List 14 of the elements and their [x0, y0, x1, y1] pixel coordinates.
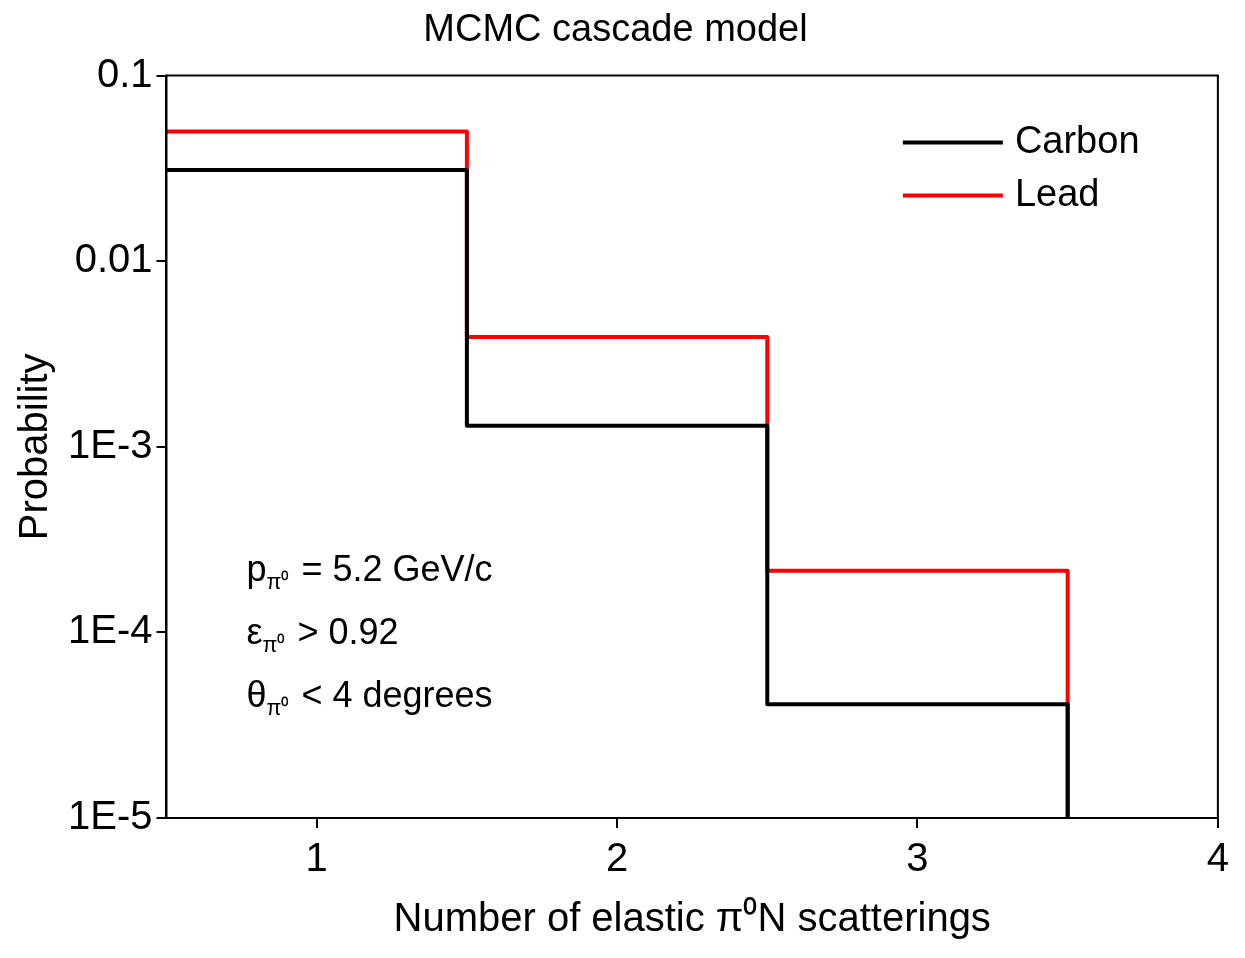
x-tick-label: 4 [1206, 835, 1229, 880]
chart-title: MCMC cascade model [423, 7, 808, 50]
legend-label: Lead [1014, 172, 1100, 215]
y-tick-label: 1E-3 [67, 421, 153, 466]
x-tick-label: 2 [605, 835, 629, 880]
legend-label: Carbon [1014, 119, 1140, 162]
x-tick-label: 1 [305, 835, 328, 880]
y-tick-label: 1E-4 [67, 607, 153, 652]
y-axis-title: Probability [11, 353, 56, 541]
x-axis-title: Number of elastic π⁰N scatterings [393, 895, 991, 940]
y-tick-label: 0.01 [74, 236, 153, 281]
y-tick-label: 0.1 [96, 50, 153, 95]
y-tick-label: 1E-5 [67, 793, 153, 838]
x-tick-label: 3 [906, 835, 929, 880]
